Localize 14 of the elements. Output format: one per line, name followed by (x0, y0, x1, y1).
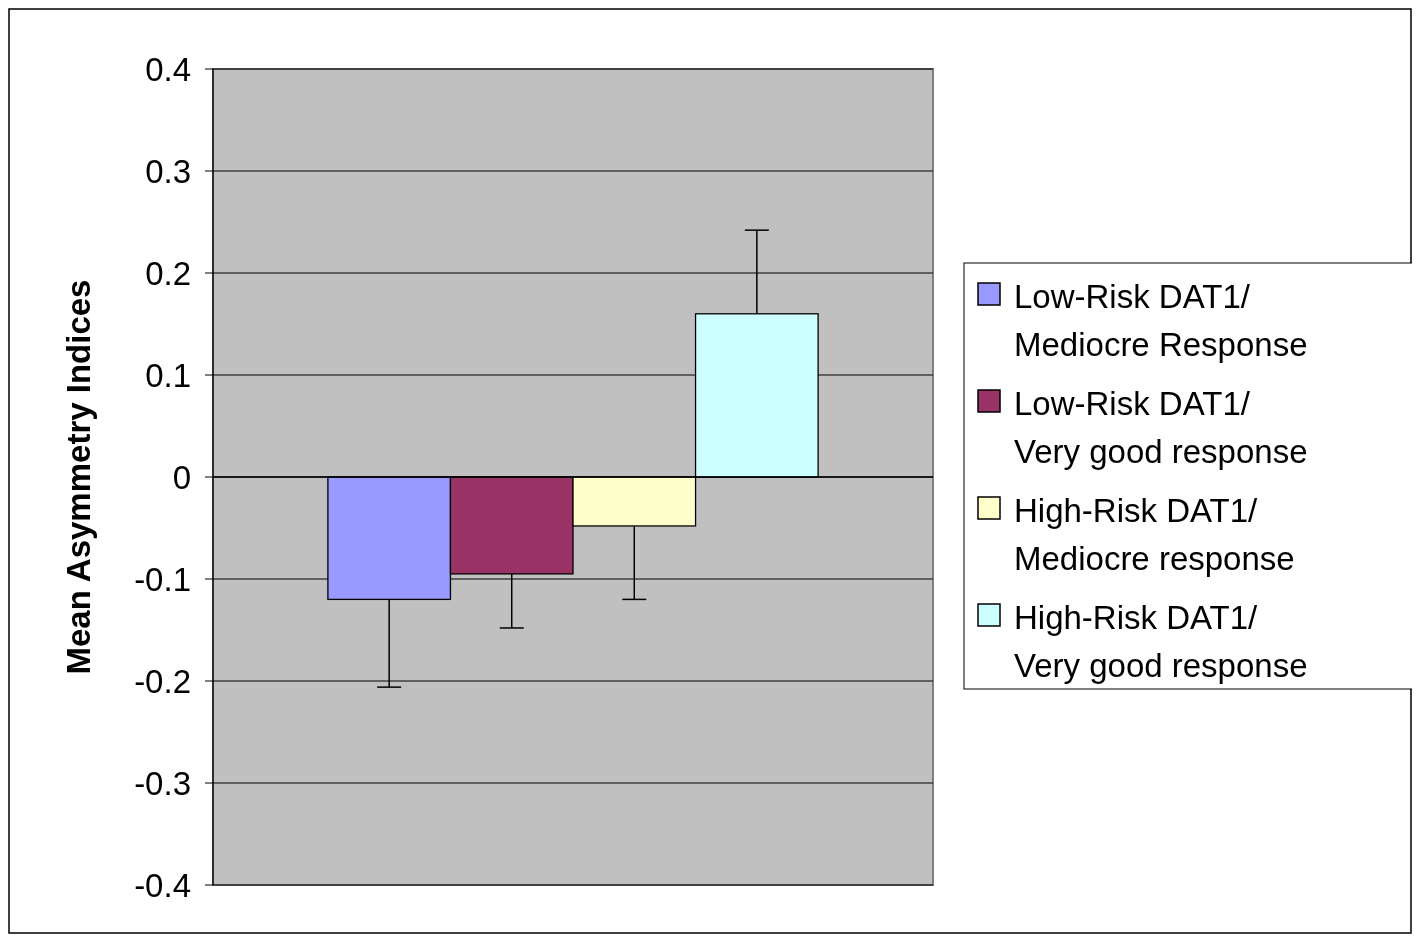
y-tick-label: 0.1 (145, 356, 191, 394)
y-tick-label: -0.2 (134, 662, 191, 700)
y-tick-label: 0.2 (145, 254, 191, 292)
y-tick-label: 0 (172, 458, 191, 496)
y-axis-title: Mean Asymmetry Indices (60, 279, 97, 675)
y-tick-label: 0.4 (145, 50, 191, 88)
y-tick-label: -0.3 (134, 764, 191, 802)
legend-label: Low-Risk DAT1/ Mediocre Response (1014, 278, 1308, 363)
legend-label: High-Risk DAT1/ Mediocre response (1014, 492, 1295, 577)
y-tick-label: -0.4 (134, 866, 191, 904)
legend-label: High-Risk DAT1/ Very good response (1014, 599, 1308, 684)
y-tick-label: -0.1 (134, 560, 191, 598)
legend-label: Low-Risk DAT1/ Very good response (1014, 385, 1308, 470)
y-tick-label: 0.3 (145, 152, 191, 190)
